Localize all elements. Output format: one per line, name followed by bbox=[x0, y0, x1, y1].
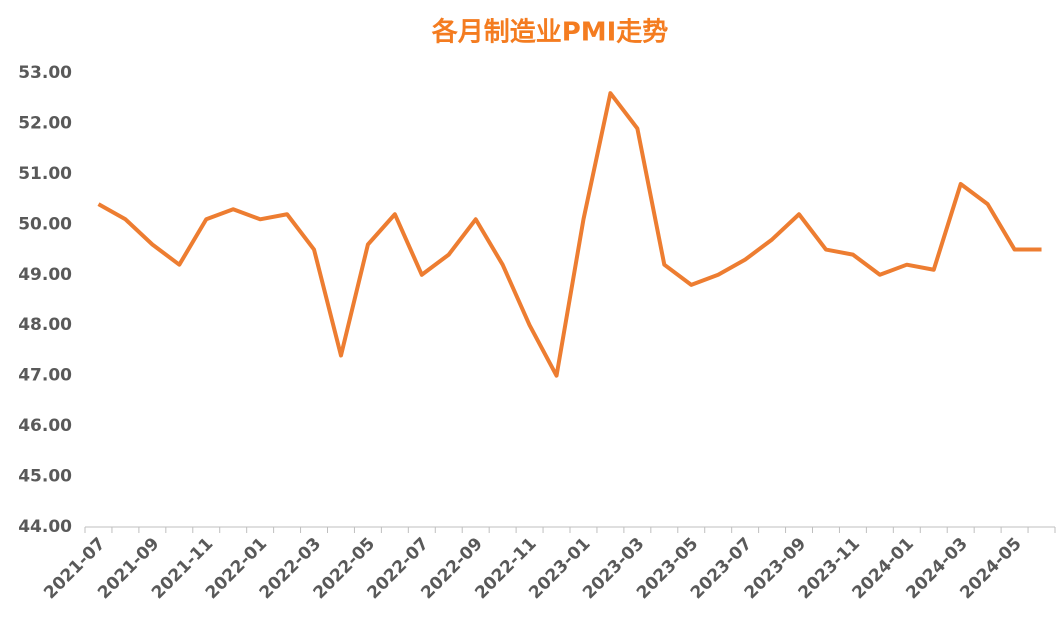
y-tick-label: 47.00 bbox=[18, 366, 72, 386]
y-tick-label: 48.00 bbox=[18, 315, 72, 335]
y-tick-label: 46.00 bbox=[18, 416, 72, 436]
data-line bbox=[97, 91, 1042, 378]
y-tick-label: 50.00 bbox=[18, 214, 72, 234]
y-tick-label: 45.00 bbox=[18, 467, 72, 487]
y-tick-label: 52.00 bbox=[18, 113, 72, 133]
y-tick-label: 44.00 bbox=[18, 517, 72, 537]
chart-title: 各月制造业PMI走势 bbox=[431, 17, 669, 48]
y-tick-label: 53.00 bbox=[18, 63, 72, 83]
y-tick-label: 51.00 bbox=[18, 164, 72, 184]
y-tick-label: 49.00 bbox=[18, 265, 72, 285]
